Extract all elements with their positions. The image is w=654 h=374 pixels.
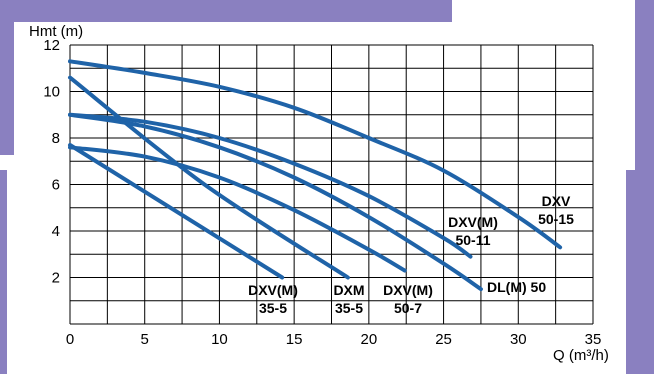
x-tick-label: 15 — [286, 331, 303, 348]
y-tick-label: 12 — [43, 37, 60, 54]
series-label-5: DXV — [542, 193, 571, 209]
series-line-1 — [68, 75, 350, 280]
left-lower-panel — [0, 170, 7, 374]
y-tick-label: 6 — [52, 177, 60, 194]
y-axis-title: Hmt (m) — [29, 23, 83, 40]
series-label-0: DXV(M) — [248, 282, 298, 298]
series-label-0: 35-5 — [259, 300, 287, 316]
right-top-panel — [635, 0, 654, 170]
right-bottom-panel — [626, 170, 654, 374]
x-tick-label: 30 — [510, 331, 527, 348]
series-label-3: DL(M) 50 — [487, 279, 546, 295]
x-tick-label: 35 — [585, 331, 602, 348]
series-label-1: DXM — [333, 282, 364, 298]
y-tick-label: 10 — [43, 84, 60, 101]
x-tick-label: 10 — [211, 331, 228, 348]
series-label-2: DXV(M) — [383, 282, 433, 298]
x-axis-title: Q (m³/h) — [553, 347, 609, 364]
top-left-panel — [0, 0, 452, 22]
series-label-1: 35-5 — [335, 300, 363, 316]
series-label-4: 50-11 — [455, 232, 490, 248]
series-line-2 — [68, 145, 407, 273]
series-label-5: 50-15 — [538, 211, 574, 227]
tick-labels: 0 5 10 15 20 25 30 35 2 4 6 8 10 12 — [43, 37, 601, 348]
x-tick-label: 20 — [361, 331, 378, 348]
x-tick-label: 5 — [141, 331, 149, 348]
series-label-4: DXV(M) — [448, 214, 498, 230]
series-line-5 — [68, 59, 563, 250]
series-line-3 — [68, 112, 483, 292]
series-line-0 — [68, 143, 285, 280]
series-label-2: 50-7 — [394, 300, 422, 316]
y-tick-label: 8 — [52, 130, 60, 147]
x-tick-label: 25 — [435, 331, 452, 348]
series-labels: DXV(M) 35-5 DXM 35-5 DXV(M) 50-7 DL(M) 50 DXV(M… — [248, 193, 574, 316]
y-tick-label: 4 — [52, 223, 60, 240]
y-tick-label: 2 — [52, 270, 60, 287]
left-side-panel — [0, 0, 14, 155]
series-lines — [68, 59, 563, 292]
x-tick-label: 0 — [66, 331, 74, 348]
series-line-4 — [68, 112, 473, 259]
